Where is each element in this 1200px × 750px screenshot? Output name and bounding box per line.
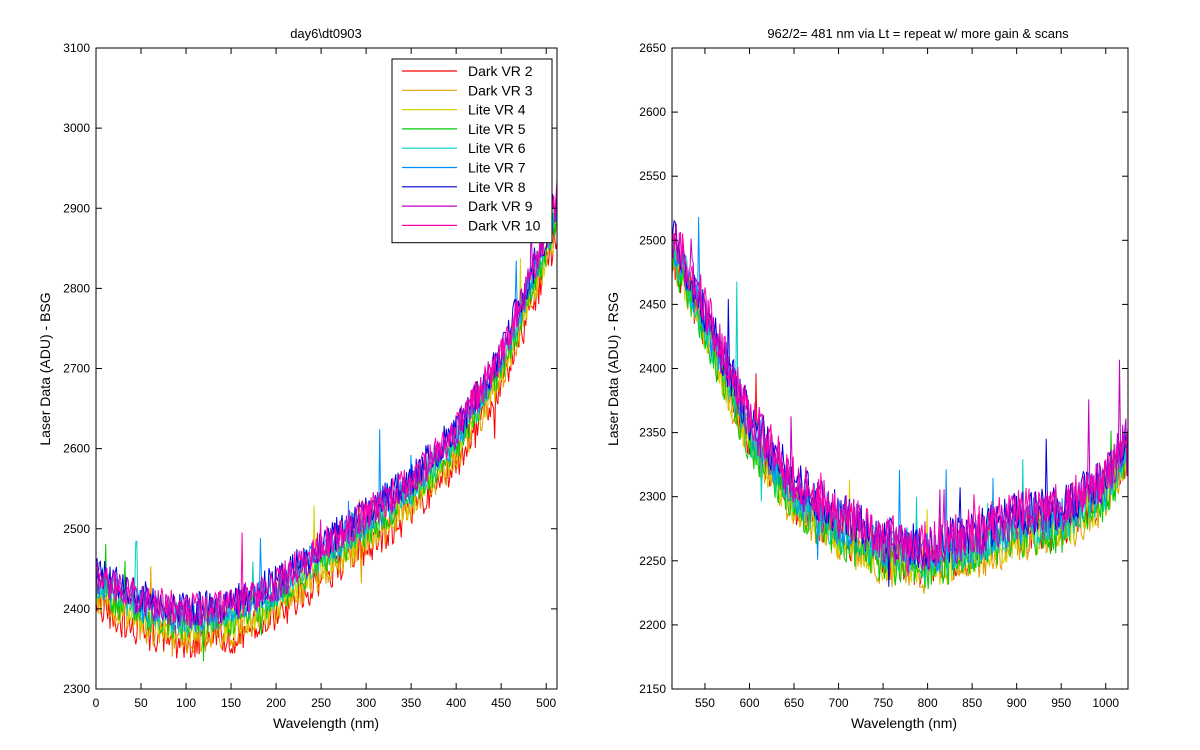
x-tick-label: 150	[221, 696, 241, 710]
y-tick-label: 2800	[63, 281, 90, 295]
right-panel-x-ticks: 550 600 650 700 750 800 850 900 950 1000	[695, 48, 1119, 710]
legend-entry-label: Lite VR 4	[468, 102, 526, 118]
left-panel: day6\dt0903 Wavelength (nm) Laser Data (…	[37, 26, 558, 731]
y-tick-label: 3000	[63, 121, 90, 135]
x-tick-label: 750	[873, 696, 893, 710]
legend-entry-label: Lite VR 6	[468, 140, 526, 156]
legend-entry-label: Lite VR 8	[468, 179, 526, 195]
right-panel-ylabel: Laser Data (ADU) - RSG	[605, 292, 621, 446]
y-tick-label: 2900	[63, 201, 90, 215]
x-tick-label: 950	[1051, 696, 1071, 710]
x-tick-label: 1000	[1092, 696, 1119, 710]
x-tick-label: 700	[829, 696, 849, 710]
y-tick-label: 2150	[639, 682, 666, 696]
legend-entry-label: Lite VR 7	[468, 160, 526, 176]
legend-entry-label: Dark VR 10	[468, 217, 541, 233]
series-line-dark-vr-10	[96, 181, 557, 626]
legend-entry-label: Lite VR 5	[468, 121, 526, 137]
legend-entry-label: Dark VR 2	[468, 63, 533, 79]
y-tick-label: 2250	[639, 554, 666, 568]
y-tick-label: 2650	[639, 41, 666, 55]
y-tick-label: 2200	[639, 618, 666, 632]
left-panel-series-group	[96, 181, 557, 662]
legend-entry-label: Dark VR 3	[468, 82, 533, 98]
left-panel-legend: Dark VR 2 Dark VR 3 Lite VR 4 Lite VR 5 Lite…	[391, 58, 553, 244]
x-tick-label: 50	[134, 696, 148, 710]
right-panel-title: 962/2= 481 nm via Lt = repeat w/ more ga…	[767, 26, 1069, 41]
y-tick-label: 2400	[639, 362, 666, 376]
x-tick-label: 300	[356, 696, 376, 710]
series-line-lite-vr-4	[96, 209, 557, 645]
y-tick-label: 2700	[63, 362, 90, 376]
series-line-lite-vr-7	[672, 216, 1128, 574]
y-tick-label: 2400	[63, 602, 90, 616]
right-panel: 962/2= 481 nm via Lt = repeat w/ more ga…	[605, 26, 1129, 731]
left-panel-y-ticks: 2300 2400 2500 2600 2700 2800 2900 3000 3100	[63, 41, 557, 696]
x-tick-label: 350	[401, 696, 421, 710]
x-tick-label: 0	[93, 696, 100, 710]
x-tick-label: 650	[784, 696, 804, 710]
x-tick-label: 250	[311, 696, 331, 710]
x-tick-label: 500	[536, 696, 556, 710]
x-tick-label: 550	[695, 696, 715, 710]
y-tick-label: 2500	[639, 233, 666, 247]
x-tick-label: 400	[446, 696, 466, 710]
y-tick-label: 2600	[639, 105, 666, 119]
x-tick-label: 600	[739, 696, 759, 710]
x-tick-label: 850	[962, 696, 982, 710]
x-tick-label: 200	[266, 696, 286, 710]
y-tick-label: 2550	[639, 169, 666, 183]
y-tick-label: 2600	[63, 442, 90, 456]
y-tick-label: 2450	[639, 297, 666, 311]
y-tick-label: 2300	[63, 682, 90, 696]
x-tick-label: 900	[1007, 696, 1027, 710]
x-tick-label: 100	[176, 696, 196, 710]
right-panel-xlabel: Wavelength (nm)	[851, 715, 957, 731]
x-tick-label: 800	[918, 696, 938, 710]
y-tick-label: 3100	[63, 41, 90, 55]
left-panel-title: day6\dt0903	[290, 26, 362, 41]
left-panel-ylabel: Laser Data (ADU) - BSG	[37, 292, 53, 445]
series-line-dark-vr-10	[672, 232, 1128, 577]
series-line-lite-vr-5	[672, 241, 1128, 589]
left-panel-xlabel: Wavelength (nm)	[273, 715, 379, 731]
y-tick-label: 2300	[639, 490, 666, 504]
legend-entry-label: Dark VR 9	[468, 198, 533, 214]
x-tick-label: 450	[491, 696, 511, 710]
y-tick-label: 2500	[63, 522, 90, 536]
left-panel-x-ticks: 0 50 100 150 200 250 300 350 400 450 500	[93, 48, 557, 710]
right-panel-series-group	[672, 216, 1128, 594]
right-panel-y-ticks: 2150 2200 2250 2300 2350 2400 2450 2500 2550 2600…	[639, 41, 1128, 696]
y-tick-label: 2350	[639, 426, 666, 440]
legend-box	[391, 58, 553, 244]
